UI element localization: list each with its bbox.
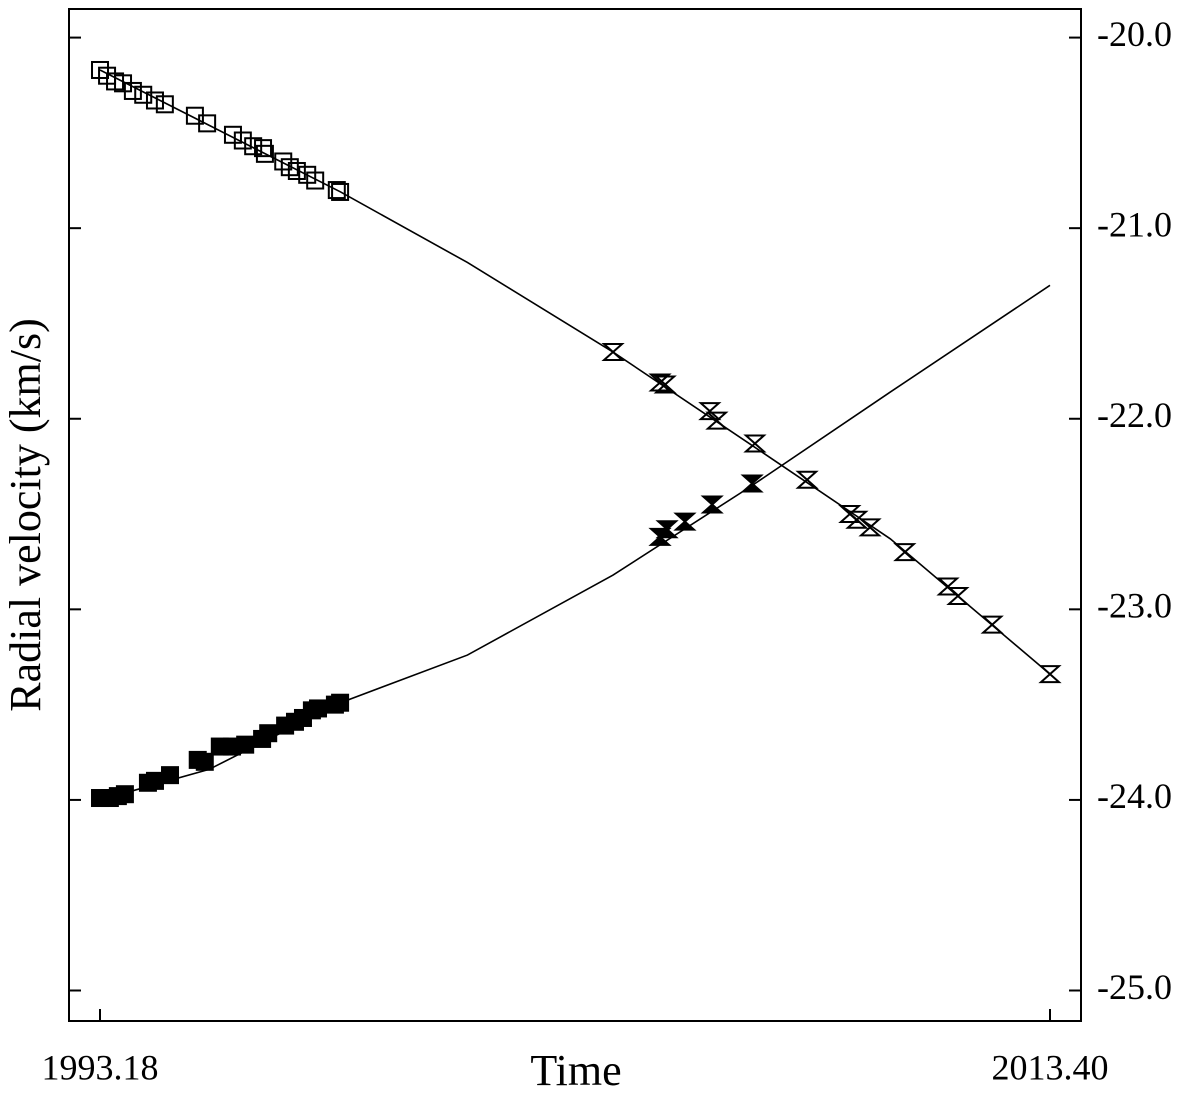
y-tick-label: -22.0 xyxy=(1097,395,1172,435)
square-marker xyxy=(236,735,255,754)
y-tick-label: -24.0 xyxy=(1097,776,1172,816)
hourglass-marker xyxy=(655,520,679,539)
x-axis-label: Time xyxy=(530,1046,621,1093)
square-marker xyxy=(161,766,180,785)
y-tick-label: -20.0 xyxy=(1097,14,1172,54)
x-tick-label: 2013.40 xyxy=(991,1047,1108,1087)
hourglass-marker xyxy=(845,510,869,529)
hourglass-marker xyxy=(740,474,764,493)
square-marker xyxy=(233,131,252,150)
hourglass-marker xyxy=(743,434,767,453)
square-marker xyxy=(274,152,293,171)
y-tick-label: -25.0 xyxy=(1097,967,1172,1007)
y-tick-label: -23.0 xyxy=(1097,586,1172,626)
square-marker xyxy=(309,699,328,718)
y-tick-label: -21.0 xyxy=(1097,204,1172,244)
square-marker xyxy=(223,125,242,144)
square-marker xyxy=(195,752,214,771)
square-marker xyxy=(123,81,142,100)
hourglass-marker xyxy=(705,411,729,430)
hourglass-marker xyxy=(946,586,970,605)
square-marker xyxy=(145,91,164,110)
hourglass-marker xyxy=(858,518,882,537)
square-marker xyxy=(254,139,273,158)
y-axis-label: Radial velocity (km/s) xyxy=(1,318,50,711)
fit-line xyxy=(99,284,1051,801)
plot-frame xyxy=(68,8,1082,1022)
hourglass-marker xyxy=(700,495,724,514)
square-marker xyxy=(134,85,153,104)
square-marker xyxy=(145,771,164,790)
square-marker xyxy=(306,171,325,190)
hourglass-marker xyxy=(795,470,819,489)
square-marker xyxy=(331,182,350,201)
square-marker xyxy=(255,144,274,163)
square-marker xyxy=(198,114,217,133)
hourglass-marker xyxy=(893,543,917,562)
square-marker xyxy=(259,724,278,743)
square-marker xyxy=(287,161,306,180)
x-tick-label: 1993.18 xyxy=(42,1047,159,1087)
hourglass-marker xyxy=(601,343,625,362)
hourglass-marker xyxy=(1038,665,1062,684)
hourglass-marker xyxy=(698,402,722,421)
fit-line xyxy=(99,69,1051,675)
square-marker xyxy=(155,95,174,114)
square-marker xyxy=(331,693,350,712)
hourglass-marker xyxy=(673,512,697,531)
hourglass-marker xyxy=(653,375,677,394)
square-marker xyxy=(327,181,346,200)
square-marker xyxy=(115,785,134,804)
hourglass-marker xyxy=(980,615,1004,634)
